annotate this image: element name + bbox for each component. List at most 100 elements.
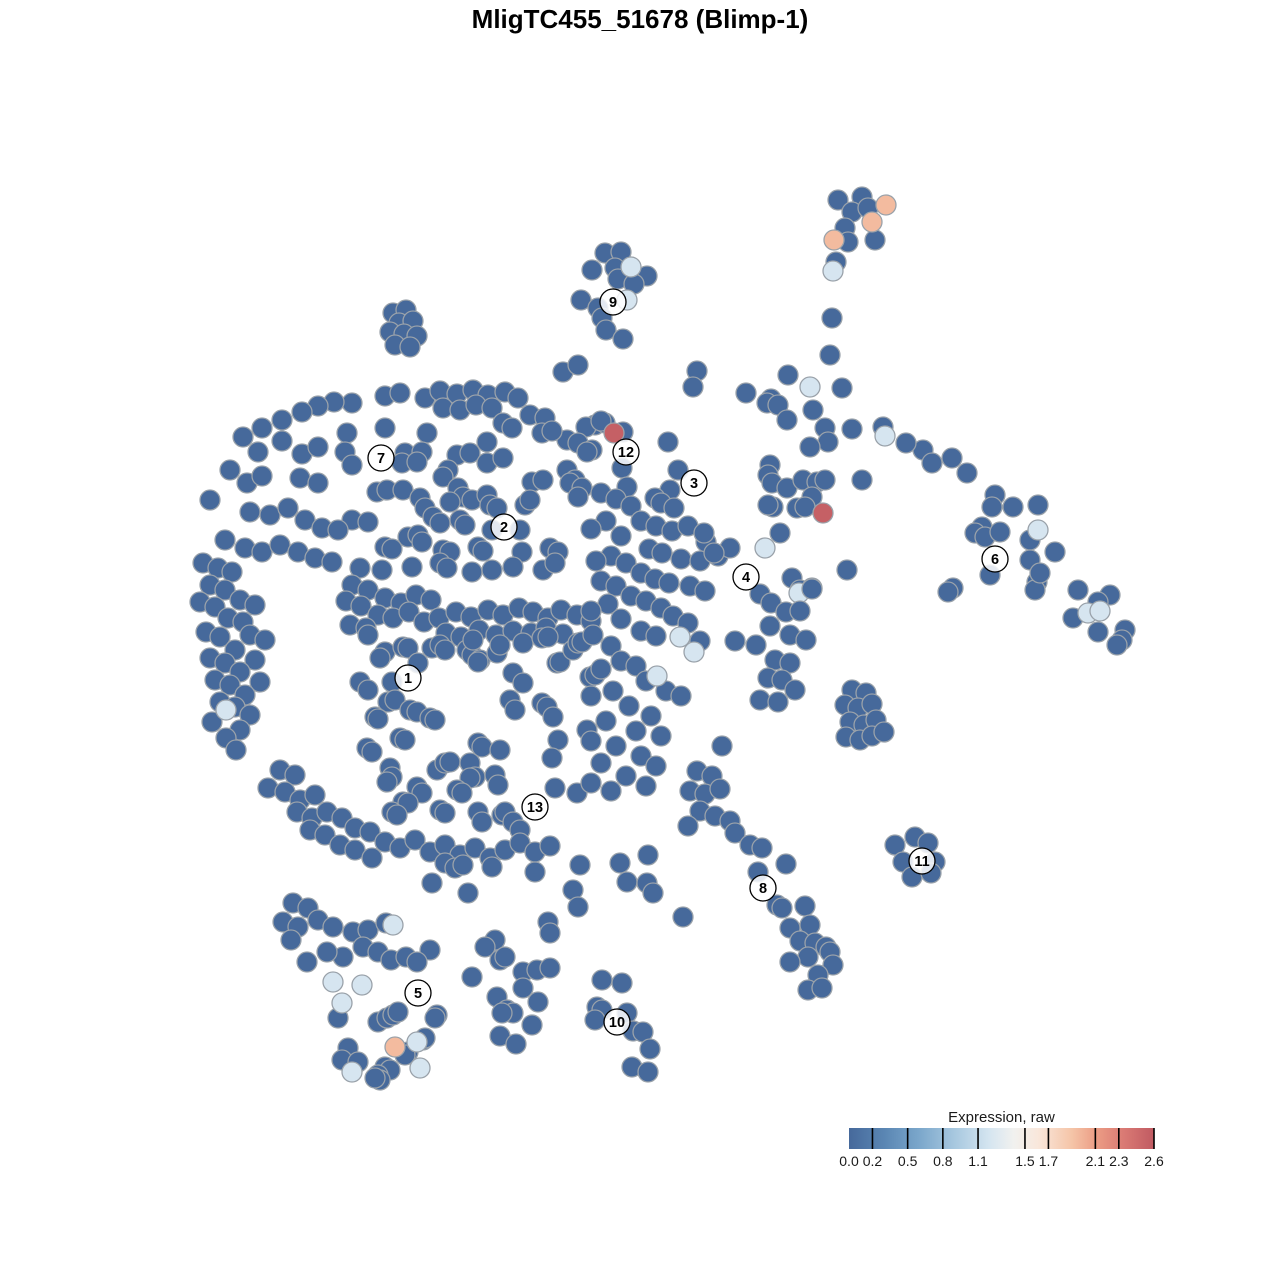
data-point xyxy=(376,771,398,793)
data-point xyxy=(645,625,667,647)
data-point xyxy=(650,725,672,747)
data-point xyxy=(494,946,516,968)
data-point xyxy=(544,777,566,799)
data-point xyxy=(271,430,293,452)
cluster-label-text: 11 xyxy=(914,854,929,870)
data-point xyxy=(397,637,419,659)
data-point xyxy=(799,436,821,458)
data-point xyxy=(251,417,273,439)
data-point xyxy=(209,626,231,648)
data-point xyxy=(895,432,917,454)
data-point xyxy=(819,344,841,366)
data-point xyxy=(284,764,306,786)
data-point xyxy=(646,665,668,687)
data-point xyxy=(600,780,622,802)
cluster-label-11: 11 xyxy=(908,847,936,875)
data-point xyxy=(424,709,446,731)
data-point xyxy=(591,969,613,991)
data-point xyxy=(201,711,223,733)
data-point xyxy=(941,447,963,469)
cluster-label-13: 13 xyxy=(521,793,549,821)
data-point xyxy=(251,541,273,563)
data-point xyxy=(595,319,617,341)
data-point xyxy=(420,589,442,611)
data-point xyxy=(322,916,344,938)
data-point xyxy=(582,624,604,646)
legend-tick-label: 2.1 xyxy=(1086,1153,1106,1169)
data-point xyxy=(605,575,627,597)
data-point xyxy=(481,397,503,419)
legend-tick-label: 0.5 xyxy=(898,1153,918,1169)
data-point xyxy=(651,542,673,564)
legend-tick-label: 2.3 xyxy=(1109,1153,1129,1169)
data-point xyxy=(822,260,844,282)
data-point xyxy=(663,497,685,519)
data-point xyxy=(861,211,883,233)
data-point xyxy=(512,672,534,694)
data-point xyxy=(1027,494,1049,516)
data-point xyxy=(784,679,806,701)
cluster-label-2: 2 xyxy=(490,513,518,541)
data-point xyxy=(620,256,642,278)
data-point xyxy=(749,689,771,711)
data-point xyxy=(711,735,733,757)
data-point xyxy=(421,872,443,894)
data-point xyxy=(451,782,473,804)
data-point xyxy=(489,739,511,761)
data-point xyxy=(436,557,458,579)
data-point xyxy=(1106,634,1128,656)
data-point xyxy=(567,486,589,508)
data-point xyxy=(537,626,559,648)
cluster-label-text: 8 xyxy=(759,881,767,897)
data-point xyxy=(645,755,667,777)
data-point xyxy=(467,651,489,673)
cluster-label-text: 4 xyxy=(742,570,750,586)
data-point xyxy=(693,522,715,544)
data-point xyxy=(512,632,534,654)
cluster-label-7: 7 xyxy=(367,444,395,472)
data-point xyxy=(769,522,791,544)
data-point xyxy=(406,951,428,973)
data-point xyxy=(683,641,705,663)
cluster-label-text: 6 xyxy=(991,552,999,568)
data-point xyxy=(615,552,637,574)
data-point xyxy=(775,853,797,875)
data-point xyxy=(610,608,632,630)
legend-tick-label: 0.2 xyxy=(863,1153,883,1169)
cluster-label-text: 7 xyxy=(377,451,385,467)
data-point xyxy=(709,778,731,800)
data-point xyxy=(464,837,486,859)
data-point xyxy=(539,835,561,857)
data-point xyxy=(735,382,757,404)
cluster-label-text: 12 xyxy=(618,445,634,461)
data-point xyxy=(361,847,383,869)
cluster-label-5: 5 xyxy=(404,979,432,1007)
data-point xyxy=(921,452,943,474)
data-point xyxy=(244,649,266,671)
data-point xyxy=(640,705,662,727)
data-point xyxy=(841,418,863,440)
data-point xyxy=(314,824,336,846)
data-point xyxy=(874,425,896,447)
data-point xyxy=(439,491,461,513)
data-point xyxy=(532,469,554,491)
data-point xyxy=(215,699,237,721)
data-point xyxy=(401,556,423,578)
data-point xyxy=(639,1038,661,1060)
data-point xyxy=(389,382,411,404)
data-point xyxy=(434,802,456,824)
data-point xyxy=(590,752,612,774)
data-point xyxy=(501,417,523,439)
data-point xyxy=(794,895,816,917)
data-point xyxy=(585,550,607,572)
data-point xyxy=(461,966,483,988)
data-point xyxy=(259,504,281,526)
data-point xyxy=(777,364,799,386)
data-point xyxy=(452,854,474,876)
data-point xyxy=(424,1007,446,1029)
data-point xyxy=(670,548,692,570)
data-point xyxy=(821,307,843,329)
data-point xyxy=(580,685,602,707)
data-point xyxy=(873,721,895,743)
